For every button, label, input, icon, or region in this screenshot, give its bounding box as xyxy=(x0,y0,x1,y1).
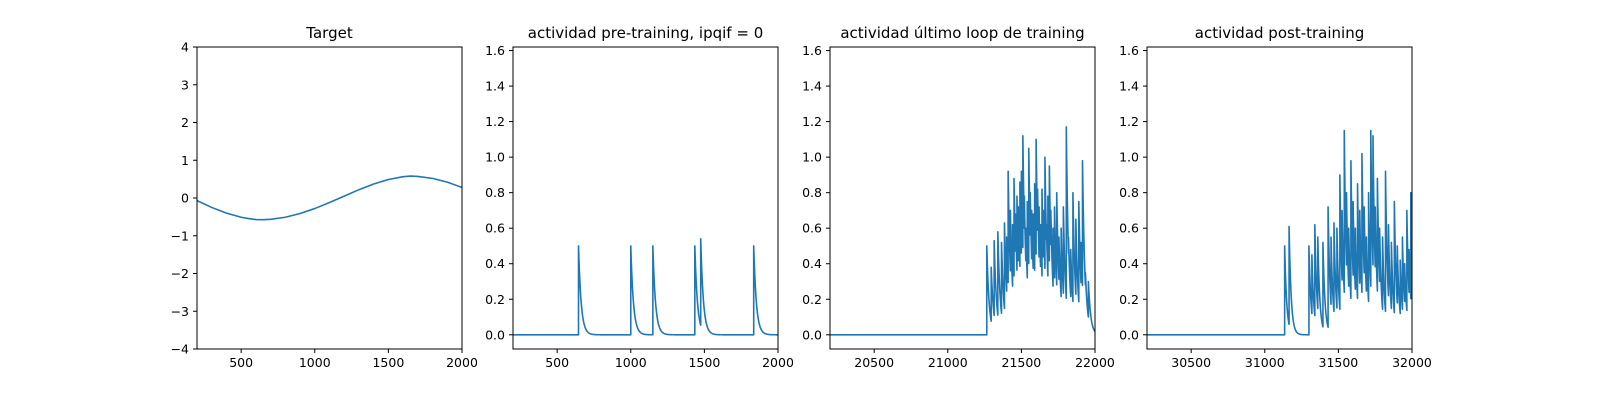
y-tick-label: 1.0 xyxy=(485,150,505,165)
y-tick-label: 1.6 xyxy=(802,43,822,58)
subplot-1: 500 1000 1500 2000 −4 −3 −2 −1 0 1 2 3 4 Target xyxy=(171,24,478,370)
y-tick-label: 0.8 xyxy=(1119,185,1139,200)
series-line-4-1 xyxy=(1147,129,1412,336)
chart-title: Target xyxy=(305,24,353,42)
y-tick-label: 1.0 xyxy=(802,150,822,165)
x-tick-label: 21500 xyxy=(1002,355,1042,370)
y-tick-label: 0 xyxy=(181,191,189,206)
series-line-3-1 xyxy=(830,126,1095,336)
y-tick-label: 0.6 xyxy=(1119,221,1139,236)
y-tick-label: 0.6 xyxy=(802,221,822,236)
x-tick-label: 2000 xyxy=(762,355,794,370)
chart-title: actividad pre-training, ipqif = 0 xyxy=(528,24,764,42)
chart-title: actividad último loop de training xyxy=(840,24,1084,42)
subplot-3: 20500 21000 21500 22000 0.0 0.2 0.4 0.6 0.8 1.0 1.… xyxy=(802,24,1115,370)
y-tick-label: 3 xyxy=(181,77,189,92)
y-tick-label: 0.8 xyxy=(485,185,505,200)
axes-frame xyxy=(829,46,1096,350)
y-tick-label: 0.8 xyxy=(802,185,822,200)
y-tick-label: 0.4 xyxy=(485,256,505,271)
y-tick-label: −4 xyxy=(171,342,189,357)
x-tick-label: 31500 xyxy=(1319,355,1359,370)
x-tick-label: 21000 xyxy=(928,355,968,370)
y-tick-label: 0.0 xyxy=(802,327,822,342)
y-tick-label: 0.2 xyxy=(1119,292,1139,307)
axes-frame xyxy=(512,46,779,350)
y-tick-label: −3 xyxy=(171,304,189,319)
y-tick-label: −2 xyxy=(171,266,189,281)
y-tick-label: 1.2 xyxy=(485,114,505,129)
y-tick-label: 1.4 xyxy=(485,79,505,94)
y-tick-label: 1.6 xyxy=(1119,43,1139,58)
y-tick-label: 0.2 xyxy=(802,292,822,307)
x-tick-label: 1500 xyxy=(372,355,404,370)
axes-frame xyxy=(196,46,463,350)
x-tick-label: 20500 xyxy=(854,355,894,370)
y-tick-label: 0.4 xyxy=(1119,256,1139,271)
y-tick-label: 0.0 xyxy=(485,327,505,342)
y-tick-label: 1.6 xyxy=(485,43,505,58)
y-tick-label: 0.6 xyxy=(485,221,505,236)
y-tick-label: 4 xyxy=(181,40,189,55)
y-tick-label: 1.4 xyxy=(1119,79,1139,94)
x-tick-label: 1000 xyxy=(615,355,647,370)
y-tick-label: −1 xyxy=(171,228,189,243)
x-tick-label: 30500 xyxy=(1171,355,1211,370)
series-line-1-1 xyxy=(197,175,462,221)
y-tick-label: 0.0 xyxy=(1119,327,1139,342)
y-tick-label: 2 xyxy=(181,115,189,130)
y-tick-label: 1 xyxy=(181,153,189,168)
x-tick-label: 1000 xyxy=(299,355,331,370)
axes-frame xyxy=(1146,46,1413,350)
x-tick-label: 500 xyxy=(229,355,253,370)
x-tick-label: 1500 xyxy=(688,355,720,370)
subplot-2: 500 1000 1500 2000 0.0 0.2 0.4 0.6 0.8 1.0 1.2 1.4 1… xyxy=(485,24,794,370)
y-tick-label: 0.2 xyxy=(485,292,505,307)
y-tick-label: 1.4 xyxy=(802,79,822,94)
chart-title: actividad post-training xyxy=(1195,24,1364,42)
series-line-2-1 xyxy=(513,238,778,336)
y-tick-label: 1.0 xyxy=(1119,150,1139,165)
x-tick-label: 2000 xyxy=(446,355,478,370)
x-tick-label: 31000 xyxy=(1245,355,1285,370)
x-tick-label: 32000 xyxy=(1392,355,1432,370)
x-tick-label: 22000 xyxy=(1075,355,1115,370)
subplot-4: 30500 31000 31500 32000 0.0 0.2 0.4 0.6 0.8 1.0 1.… xyxy=(1119,24,1432,370)
y-tick-label: 0.4 xyxy=(802,256,822,271)
y-tick-label: 1.2 xyxy=(802,114,822,129)
x-tick-label: 500 xyxy=(545,355,569,370)
y-tick-label: 1.2 xyxy=(1119,114,1139,129)
